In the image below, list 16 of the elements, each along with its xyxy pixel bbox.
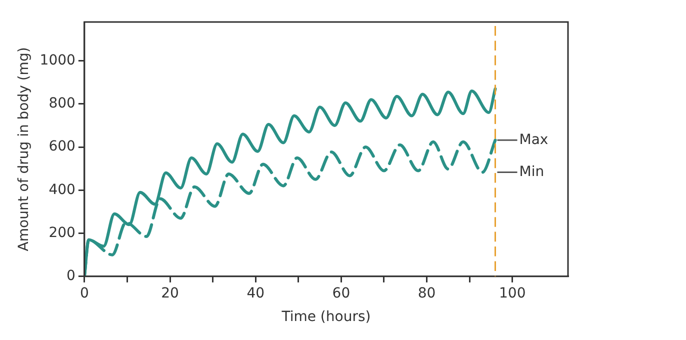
- x-tick-label: 80: [418, 285, 436, 302]
- y-tick-label: 800: [48, 96, 76, 112]
- x-axis-title: Time (hours): [280, 309, 371, 326]
- x-tick-label: 100: [499, 285, 526, 302]
- x-tick-label: 40: [246, 285, 265, 302]
- y-tick-label: 1000: [40, 52, 76, 68]
- x-tick-label: 0: [80, 285, 89, 302]
- y-tick-label: 400: [48, 182, 76, 198]
- y-tick-label: 200: [48, 224, 76, 241]
- x-tick-label: 60: [332, 285, 350, 302]
- x-tick-label: 20: [161, 285, 179, 302]
- y-tick-label: 0: [66, 268, 76, 284]
- y-axis-title: Amount of drug in body (mg): [16, 47, 32, 252]
- y-tick-label: 600: [48, 138, 76, 155]
- annotation: Min: [519, 164, 544, 180]
- annotation: Max: [519, 132, 548, 148]
